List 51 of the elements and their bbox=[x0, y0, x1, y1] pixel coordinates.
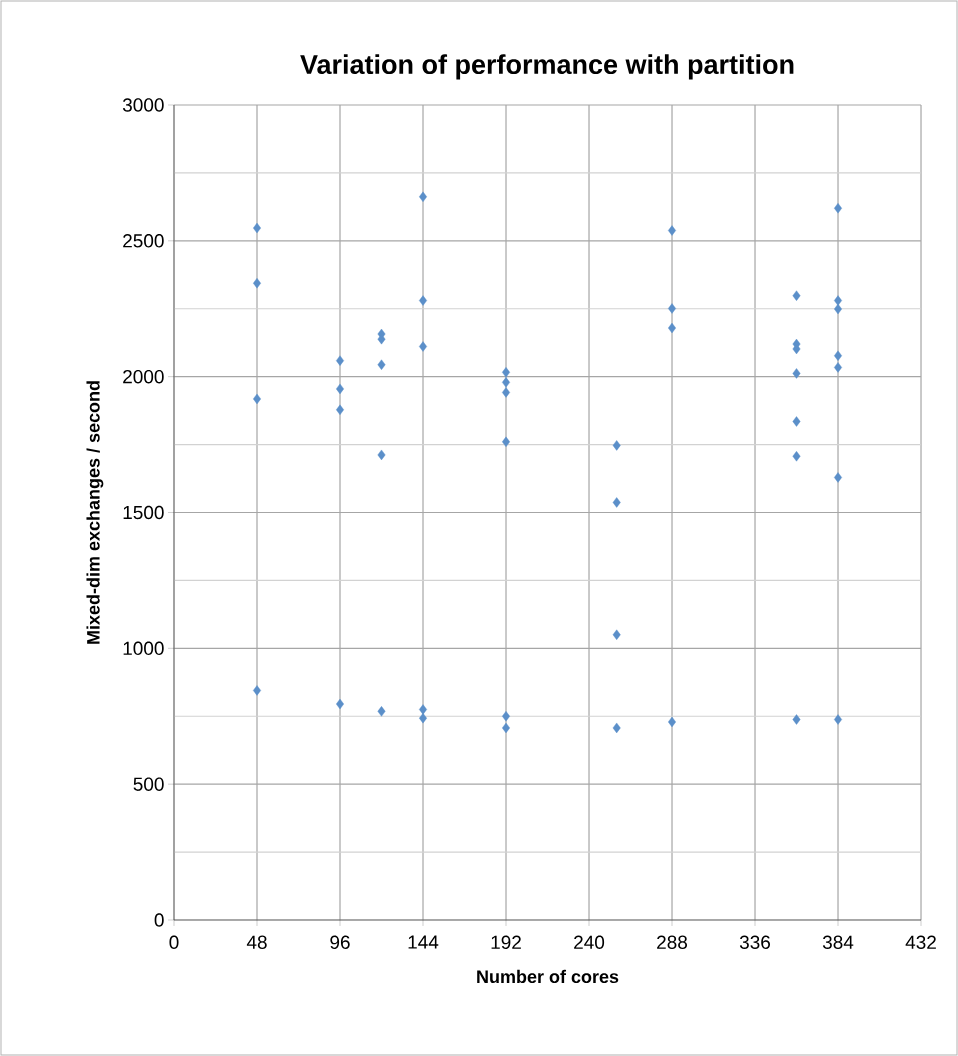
point bbox=[612, 722, 621, 734]
y-axis-title: Mixed-dim exchanges / second bbox=[86, 381, 104, 644]
point bbox=[668, 303, 676, 314]
point bbox=[792, 714, 801, 725]
point bbox=[792, 416, 801, 427]
x-tick-label: 240 bbox=[574, 935, 605, 949]
point bbox=[834, 350, 842, 361]
x-tick-label: 288 bbox=[657, 935, 688, 949]
point bbox=[792, 368, 801, 379]
point bbox=[792, 451, 801, 462]
point bbox=[419, 295, 427, 306]
y-tick-label: 3000 bbox=[122, 98, 164, 112]
point bbox=[419, 341, 427, 352]
y-tick-label: 0 bbox=[154, 913, 164, 927]
x-tick-label: 336 bbox=[739, 935, 771, 949]
x-axis-title: Number of cores bbox=[477, 969, 619, 984]
x-tick-label: 48 bbox=[246, 935, 267, 949]
point bbox=[834, 714, 842, 725]
point bbox=[502, 367, 510, 378]
x-tick-label: 0 bbox=[169, 935, 179, 949]
point bbox=[612, 440, 621, 451]
point bbox=[502, 711, 510, 722]
chart-title: Variation of performance with partition bbox=[300, 54, 794, 80]
point bbox=[612, 629, 621, 640]
y-tick-label: 1000 bbox=[123, 641, 164, 656]
point bbox=[502, 377, 510, 388]
point bbox=[834, 203, 842, 214]
point bbox=[253, 278, 261, 289]
point bbox=[502, 387, 510, 398]
y-tick-label: 1500 bbox=[123, 505, 164, 520]
y-tick-label: 2500 bbox=[123, 234, 164, 248]
point bbox=[668, 225, 676, 236]
point bbox=[336, 355, 344, 366]
y-tick-label: 2000 bbox=[123, 369, 164, 384]
point bbox=[834, 362, 842, 373]
point bbox=[792, 290, 801, 301]
x-tick-label: 96 bbox=[330, 935, 350, 949]
point bbox=[336, 404, 344, 415]
point bbox=[612, 497, 621, 508]
point bbox=[834, 472, 842, 483]
y-tick-label: 500 bbox=[133, 777, 164, 791]
point bbox=[377, 706, 386, 717]
x-tick-label: 144 bbox=[408, 935, 439, 949]
point bbox=[419, 704, 427, 715]
x-tick-label: 384 bbox=[822, 935, 854, 949]
x-tick-label: 192 bbox=[491, 935, 521, 949]
point bbox=[834, 295, 842, 306]
x-tick-label: 432 bbox=[905, 935, 936, 949]
point bbox=[377, 449, 386, 461]
point bbox=[377, 359, 386, 370]
point bbox=[253, 685, 261, 696]
